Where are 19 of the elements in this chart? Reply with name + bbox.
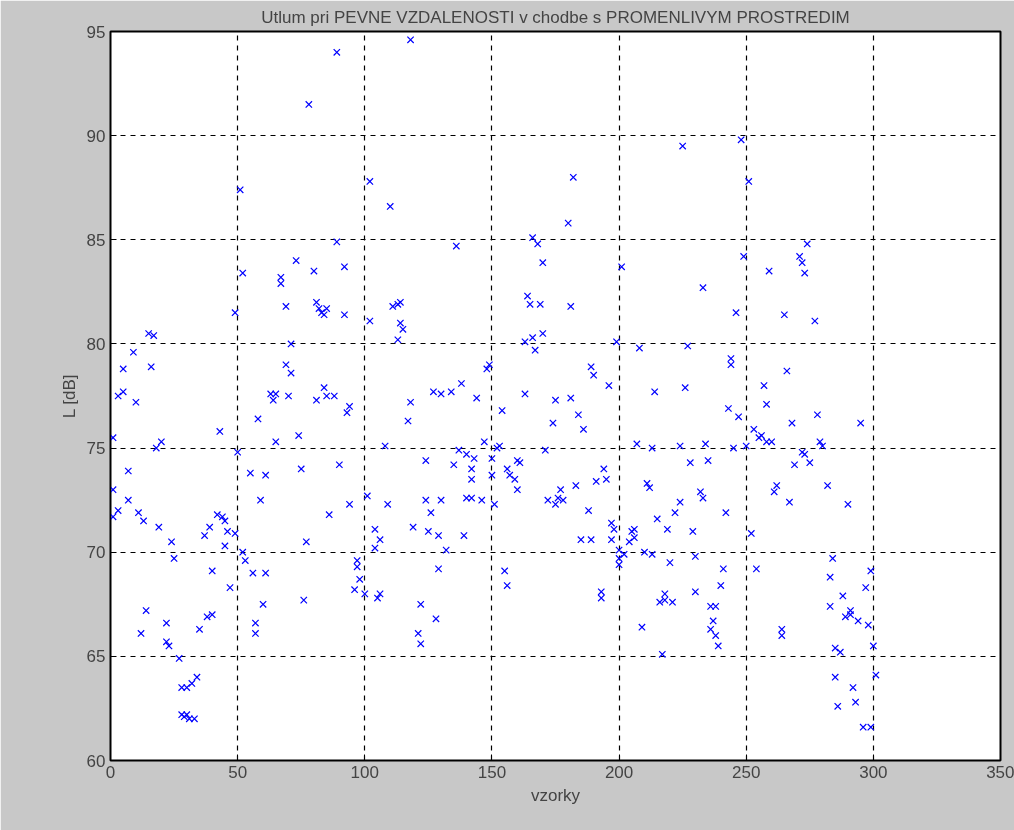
x-axis-title: vzorky bbox=[530, 785, 581, 805]
y-tick-label: 90 bbox=[86, 126, 106, 146]
y-tick-label: 70 bbox=[86, 543, 106, 563]
y-tick-label: 60 bbox=[86, 751, 106, 771]
chart-title: Utlum pri PEVNE VZDALENOSTI v chodbe s PROMENLIVYM PROSTREDIM bbox=[261, 7, 850, 27]
x-tick-label: 100 bbox=[350, 762, 379, 782]
x-tick-label: 350 bbox=[986, 762, 1014, 782]
y-tick-label: 80 bbox=[86, 334, 106, 354]
y-tick-label: 65 bbox=[86, 647, 106, 667]
y-tick-label: 75 bbox=[86, 439, 106, 459]
x-tick-label: 50 bbox=[228, 762, 248, 782]
x-tick-label: 200 bbox=[604, 762, 634, 782]
y-axis-title: L [dB] bbox=[59, 374, 79, 419]
x-tick-label: 300 bbox=[859, 762, 888, 782]
y-tick-label: 95 bbox=[86, 22, 106, 42]
x-tick-label: 0 bbox=[105, 762, 116, 782]
y-tick-label: 85 bbox=[86, 230, 106, 250]
x-tick-label: 150 bbox=[477, 762, 507, 782]
x-tick-label: 250 bbox=[732, 762, 761, 782]
